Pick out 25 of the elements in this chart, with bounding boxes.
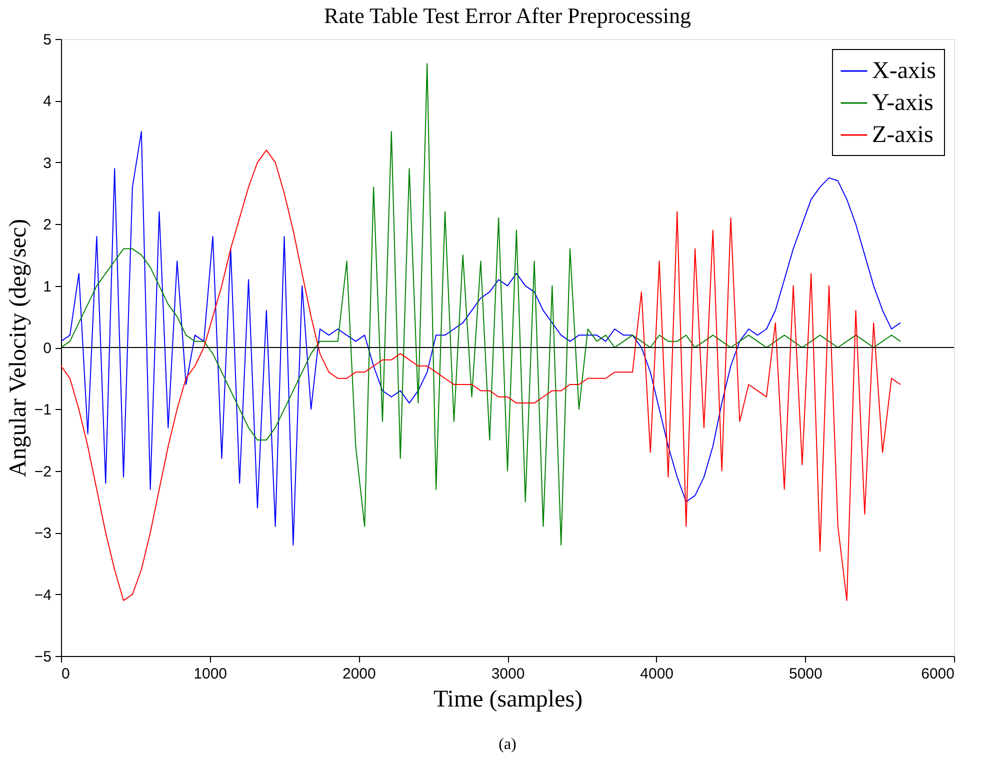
y-tick-label: −4	[34, 586, 52, 604]
x-tick-label: 5000	[788, 666, 822, 682]
y-tick-label: 5	[43, 32, 52, 48]
y-tick-label: 3	[43, 154, 52, 172]
x-tick-label: 2000	[342, 666, 376, 682]
y-tick-label: 4	[43, 93, 52, 110]
chart-title: Rate Table Test Error After Preprocessing	[324, 3, 691, 28]
x-tick-label: 6000	[921, 666, 954, 682]
legend-label: Z-axis	[872, 122, 934, 148]
y-tick-label: 1	[43, 278, 52, 296]
legend-label: Y-axis	[872, 90, 934, 116]
x-tick-label: 0	[62, 666, 70, 682]
x-tick-label: 4000	[640, 666, 674, 682]
text: (a)	[498, 736, 516, 753]
y-tick-label: −1	[34, 402, 52, 419]
y-tick-label: 2	[43, 216, 52, 234]
legend-label: X-axis	[872, 58, 936, 84]
x-tick-label: 3000	[491, 666, 525, 682]
x-tick-label: 1000	[194, 666, 228, 682]
x-axis-title: Time (samples)	[433, 686, 583, 712]
y-tick-label: −3	[34, 525, 52, 542]
y-tick-label: −2	[34, 463, 52, 480]
y-axis-title: Angular Velocity (deg/sec)	[5, 218, 32, 478]
y-tick-label: 0	[43, 340, 52, 357]
y-tick-label: −5	[34, 648, 52, 666]
